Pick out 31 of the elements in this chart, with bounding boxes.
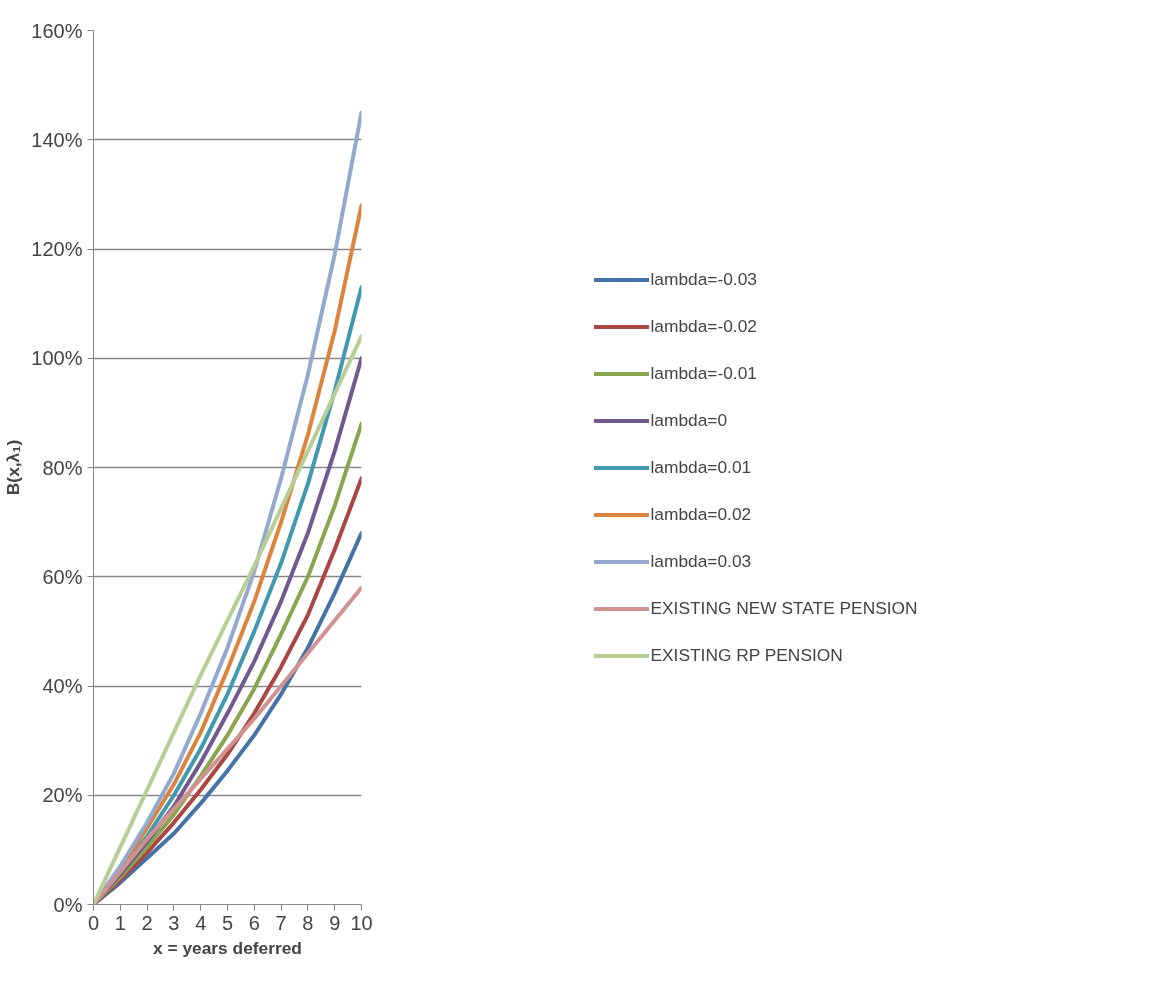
legend-label: lambda=0.03	[650, 550, 752, 572]
x-tick-label: 10	[350, 911, 373, 934]
y-tick-label: 20%	[42, 784, 83, 807]
y-tick-label: 0%	[53, 893, 83, 916]
legend-label: lambda=-0.03	[650, 268, 757, 290]
x-tick-label: 4	[195, 911, 207, 934]
legend-label: EXISTING RP PENSION	[650, 644, 843, 666]
legend-label: lambda=0.02	[650, 503, 752, 525]
x-tick-label: 0	[87, 911, 100, 934]
y-tick-label: 80%	[42, 456, 83, 479]
legend-label: EXISTING NEW STATE PENSION	[650, 597, 918, 619]
x-axis-title: x = years deferred	[153, 937, 302, 958]
legend-label: lambda=0.01	[650, 456, 752, 478]
legend-label: lambda=-0.02	[650, 315, 757, 337]
y-tick-label: 160%	[31, 19, 83, 42]
y-tick-label: 100%	[31, 347, 83, 370]
x-tick-label: 8	[302, 911, 314, 934]
y-tick-label: 120%	[31, 238, 83, 260]
y-tick-label: 60%	[42, 565, 83, 588]
y-tick-label: 40%	[42, 675, 83, 697]
x-tick-label: 9	[329, 911, 341, 934]
legend-label: lambda=-0.01	[650, 362, 757, 384]
x-tick-label: 2	[141, 911, 153, 934]
x-tick-label: 7	[275, 911, 287, 934]
y-tick-label: 140%	[31, 128, 83, 151]
x-tick-label: 5	[221, 911, 234, 934]
legend-label: lambda=0	[650, 409, 728, 431]
x-tick-label: 6	[248, 911, 260, 934]
x-tick-label: 3	[168, 911, 180, 934]
x-tick-label: 1	[114, 911, 126, 934]
y-axis-title: B(x,λ₁)	[3, 439, 24, 496]
